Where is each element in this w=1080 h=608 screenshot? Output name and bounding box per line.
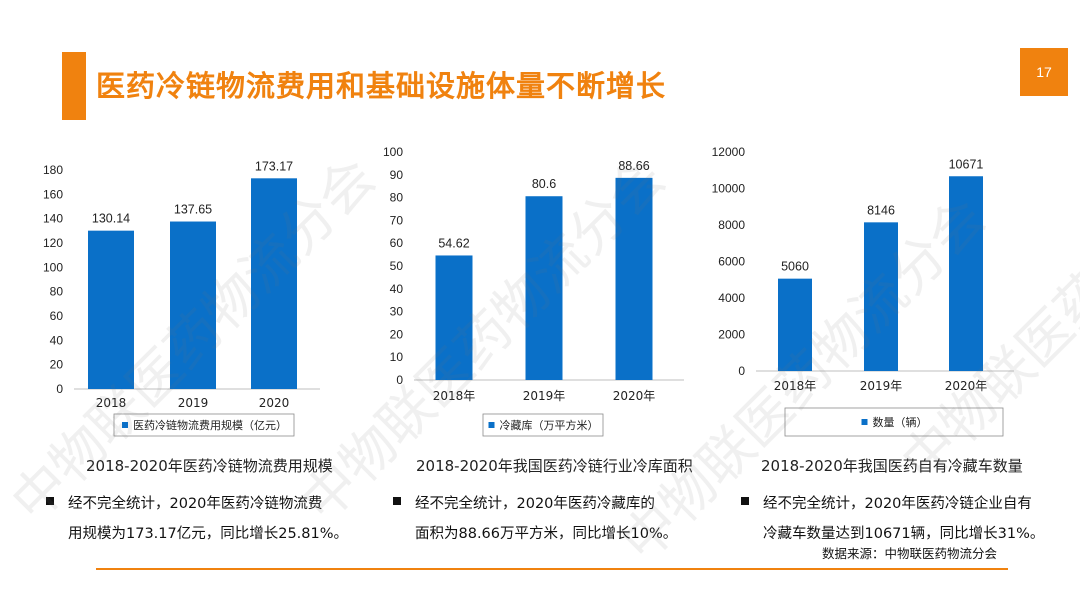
x-tick-label: 2019年 [860, 379, 903, 393]
y-tick-label: 60 [390, 236, 404, 250]
bullet-square-icon [741, 497, 749, 505]
y-tick-label: 90 [390, 168, 404, 182]
legend-box [482, 413, 604, 437]
y-tick-label: 50 [390, 259, 404, 273]
y-tick-label: 60 [50, 309, 64, 323]
bullet-trucks: 经不完全统计，2020年医药冷链企业自有 冷藏车数量达到10671辆，同比增长3… [741, 489, 1044, 549]
y-tick-label: 0 [56, 382, 63, 396]
bar-value-label: 54.62 [438, 236, 469, 250]
x-tick-label: 2019 [178, 396, 209, 410]
y-tick-label: 8000 [718, 218, 745, 232]
chart-refrigerated-trucks: 0 2000 4000 6000 8000 10000 12000 5060 2018年 8146… [712, 145, 1014, 437]
bar [435, 255, 473, 380]
legend-label: 医药冷链物流费用规模（亿元） [133, 418, 287, 432]
bar [251, 178, 297, 389]
bullet-line: 冷藏车数量达到10671辆，同比增长31%。 [763, 526, 1045, 542]
legend-label: 数量（辆） [873, 415, 928, 429]
bullet-square-icon [393, 497, 401, 505]
y-tick-label: 40 [390, 282, 404, 296]
legend-swatch [861, 419, 868, 425]
bar [88, 230, 134, 389]
x-tick-label: 2020年 [945, 379, 988, 393]
legend-swatch [122, 422, 128, 428]
x-tick-label: 2019年 [523, 389, 566, 403]
x-tick-label: 2018年 [433, 389, 476, 403]
legend-label: 冷藏库（万平方米） [500, 418, 599, 432]
y-tick-label: 10000 [712, 182, 746, 196]
y-tick-label: 100 [383, 145, 403, 159]
bar [170, 221, 216, 389]
y-tick-label: 100 [43, 260, 63, 274]
bar-value-label: 5060 [781, 260, 809, 274]
legend-box [784, 407, 1004, 437]
bullet-line: 面积为88.66万平方米，同比增长10%。 [415, 526, 678, 542]
x-tick-label: 2018年 [774, 379, 817, 393]
y-tick-label: 20 [390, 327, 404, 341]
y-tick-label: 2000 [718, 328, 745, 342]
y-tick-label: 160 [43, 187, 63, 201]
y-tick-label: 0 [396, 373, 403, 387]
y-tick-label: 30 [390, 305, 404, 319]
y-tick-label: 12000 [712, 145, 746, 159]
y-tick-label: 120 [43, 236, 63, 250]
bar [864, 222, 898, 371]
bar-value-label: 80.6 [532, 177, 556, 191]
bar-value-label: 88.66 [618, 159, 649, 173]
chart-cold-storage-area: 0 10 20 30 40 50 60 70 80 90 100 54.62 2018年 80.6 2019… [383, 145, 684, 437]
legend-box [113, 413, 295, 437]
bar-value-label: 10671 [949, 157, 984, 171]
data-source: 数据来源：中物联医药物流分会 [822, 546, 998, 561]
page-number: 17 [1020, 48, 1068, 96]
y-tick-label: 70 [390, 213, 404, 227]
bar [778, 278, 812, 371]
y-tick-label: 80 [390, 191, 404, 205]
y-tick-label: 180 [43, 163, 63, 177]
y-tick-label: 20 [50, 358, 64, 372]
bar [615, 177, 653, 380]
bar-value-label: 130.14 [92, 212, 130, 226]
bullet-square-icon [46, 497, 54, 505]
x-tick-label: 2018 [96, 396, 127, 410]
bullet-cost: 经不完全统计，2020年医药冷链物流费 用规模为173.17亿元，同比增长25.… [46, 489, 348, 549]
bar-value-label: 8146 [867, 203, 895, 217]
bar [525, 196, 563, 380]
chart-caption-3: 2018-2020年我国医药自有冷藏车数量 [761, 457, 1023, 475]
legend-swatch [488, 422, 495, 428]
x-tick-label: 2020年 [613, 389, 656, 403]
chart-caption-1: 2018-2020年医药冷链物流费用规模 [86, 457, 333, 475]
x-tick-label: 2020 [259, 396, 290, 410]
y-tick-label: 10 [390, 350, 404, 364]
bar-value-label: 137.65 [174, 203, 212, 217]
y-tick-label: 4000 [718, 291, 745, 305]
bottom-divider [96, 568, 1008, 570]
bullet-line: 经不完全统计，2020年医药冷藏库的 [415, 496, 655, 512]
bullet-line: 经不完全统计，2020年医药冷链物流费 [68, 496, 323, 512]
bullet-storage: 经不完全统计，2020年医药冷藏库的 面积为88.66万平方米，同比增长10%。 [393, 489, 677, 549]
slide-title: 医药冷链物流费用和基础设施体量不断增长 [96, 69, 667, 103]
y-tick-label: 80 [50, 285, 64, 299]
chart-logistics-cost: 0 20 40 60 80 100 120 140 160 180 130.14 2018 137.65… [43, 159, 320, 437]
y-tick-label: 0 [738, 364, 745, 378]
title-accent-bar [62, 52, 86, 120]
bar-value-label: 173.17 [255, 159, 293, 173]
chart-caption-2: 2018-2020年我国医药冷链行业冷库面积 [416, 457, 693, 475]
bullet-line: 经不完全统计，2020年医药冷链企业自有 [763, 496, 1032, 512]
y-tick-label: 140 [43, 212, 63, 226]
y-tick-label: 40 [50, 333, 64, 347]
bullet-line: 用规模为173.17亿元，同比增长25.81%。 [68, 526, 349, 542]
bar [949, 176, 983, 371]
y-tick-label: 6000 [718, 255, 745, 269]
